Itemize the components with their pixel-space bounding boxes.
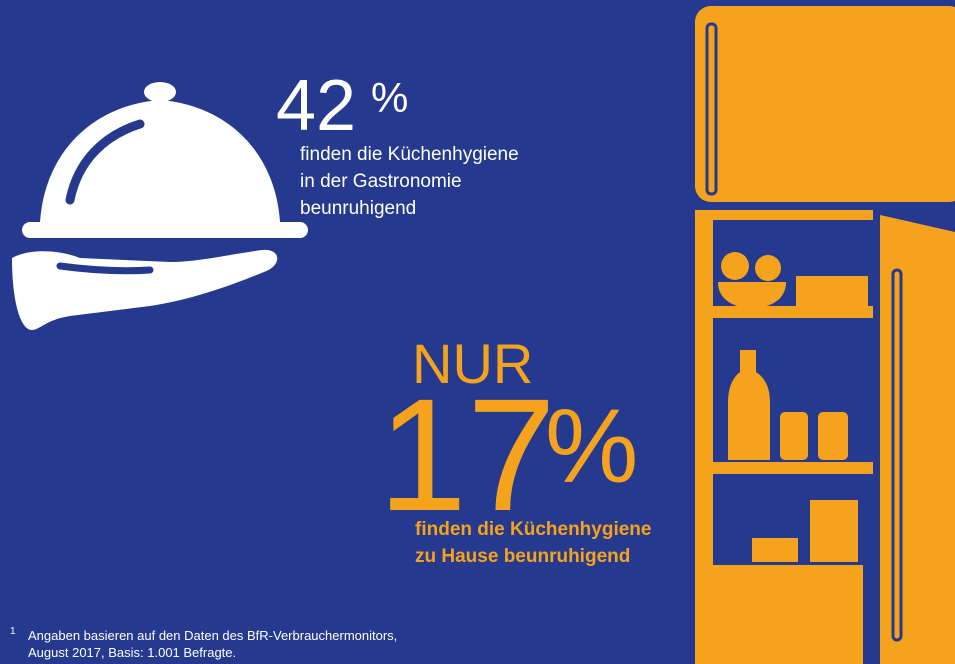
stat-description: in der Gastronomie [300,171,462,192]
stat-unit: % [545,388,638,505]
stat-unit: % [371,74,408,121]
stat-description: finden die Küchenhygiene [415,519,651,540]
stat-value: 42 [276,66,356,146]
stat-description: beunruhigend [300,198,416,219]
footnote-text: Angaben basieren auf den Daten des BfR-V… [28,628,397,643]
page: { "stats": [ {"value": 42, "unit": "%", … [0,0,955,664]
infographic: 42 % finden die Küchenhygiene in der Gas… [0,0,955,664]
footnote-marker: 1 [10,626,16,637]
stat-value: 17 [378,365,556,544]
stat-description: finden die Küchenhygiene [300,144,519,165]
stat-description: zu Hause beunruhigend [415,546,630,567]
footnote-text: August 2017, Basis: 1.001 Befragte. [28,645,236,660]
